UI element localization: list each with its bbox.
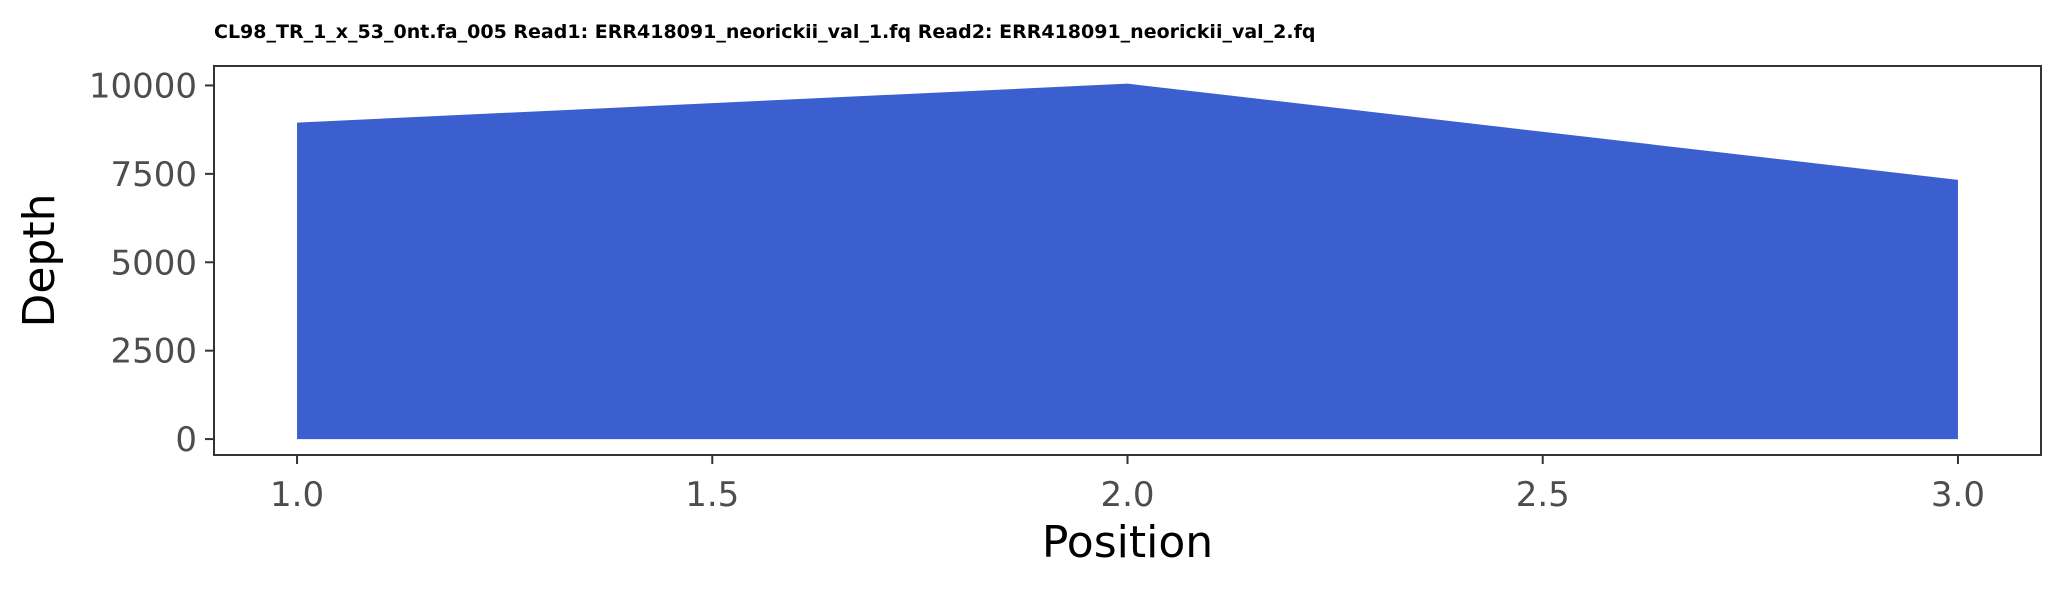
y-tick-label: 0 xyxy=(175,420,197,460)
y-tick-label: 2500 xyxy=(110,332,197,372)
y-axis: 0 2500 5000 7500 10000 xyxy=(89,66,214,460)
depth-area xyxy=(297,83,1958,440)
x-axis: 1.0 1.5 2.0 2.5 3.0 xyxy=(270,455,1985,515)
y-axis-title: Depth xyxy=(14,193,65,327)
y-tick-label: 7500 xyxy=(110,155,197,195)
x-tick-label: 1.5 xyxy=(685,475,739,515)
x-tick-label: 2.5 xyxy=(1516,475,1570,515)
chart-title: CL98_TR_1_x_53_0nt.fa_005 Read1: ERR4180… xyxy=(214,21,1315,43)
y-tick-label: 5000 xyxy=(110,243,197,283)
y-tick-label: 10000 xyxy=(89,66,197,106)
x-tick-label: 3.0 xyxy=(1931,475,1985,515)
x-tick-label: 2.0 xyxy=(1100,475,1154,515)
x-tick-label: 1.0 xyxy=(270,475,324,515)
x-axis-title: Position xyxy=(1042,517,1213,568)
